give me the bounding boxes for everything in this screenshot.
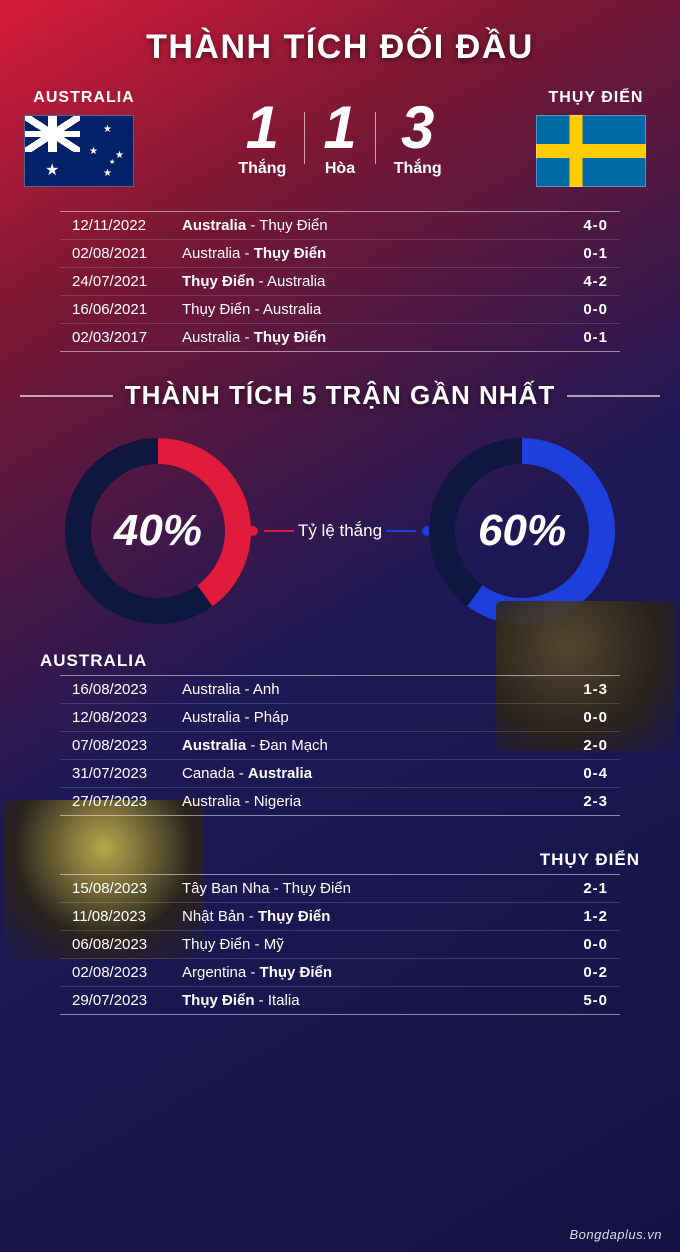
winrate-label: Tỷ lệ thắng [294,521,386,541]
match-date: 24/07/2021 [72,273,182,290]
match-score: 0-0 [558,709,608,726]
stat-b-wins: 3 Thắng [394,98,442,178]
match-teams: Nhật Bản - Thụy Điển [182,908,558,925]
match-date: 02/03/2017 [72,329,182,346]
match-teams: Australia - Pháp [182,709,558,726]
table-row: 29/07/2023Thụy Điển - Italia5-0 [60,987,620,1014]
match-teams: Thụy Điển - Mỹ [182,936,558,953]
stat-a-wins-value: 1 [238,98,286,158]
table-row: 31/07/2023Canada - Australia0-4 [60,760,620,788]
form-table-b: 15/08/2023Tây Ban Nha - Thụy Điển2-111/0… [60,874,620,1015]
form-title-row: THÀNH TÍCH 5 TRẬN GẦN NHẤT [20,380,660,411]
match-score: 0-2 [558,964,608,981]
match-teams: Australia - Thụy Điển [182,217,558,234]
table-row: 07/08/2023Australia - Đan Mạch2-0 [60,732,620,760]
match-date: 15/08/2023 [72,880,182,897]
form-block-a: AUSTRALIA 16/08/2023Australia - Anh1-312… [0,651,680,816]
vertical-divider [375,112,376,164]
vertical-divider [304,112,305,164]
match-score: 2-0 [558,737,608,754]
team-a-name: AUSTRALIA [24,89,144,107]
stat-draws-value: 1 [323,98,356,158]
match-date: 29/07/2023 [72,992,182,1009]
match-date: 31/07/2023 [72,765,182,782]
match-score: 4-2 [558,273,608,290]
h2h-rows: 12/11/2022Australia - Thụy Điển4-002/08/… [60,212,620,351]
match-score: 0-0 [558,301,608,318]
sweden-flag-icon [536,115,646,187]
table-row: 02/08/2021Australia - Thụy Điển0-1 [60,240,620,268]
match-score: 2-1 [558,880,608,897]
match-date: 02/08/2023 [72,964,182,981]
table-row: 02/03/2017Australia - Thụy Điển0-1 [60,324,620,351]
stat-a-wins-label: Thắng [238,160,286,178]
stat-b-wins-value: 3 [394,98,442,158]
h2h-stats: 1 Thắng 1 Hòa 3 Thắng [238,98,441,178]
match-score: 0-1 [558,245,608,262]
match-score: 1-3 [558,681,608,698]
match-teams: Australia - Anh [182,681,558,698]
match-date: 07/08/2023 [72,737,182,754]
match-date: 12/08/2023 [72,709,182,726]
australia-flag-icon: ★ ★ ★ ★ ★ ★ [24,115,134,187]
table-row: 16/06/2021Thụy Điển - Australia0-0 [60,296,620,324]
match-teams: Australia - Đan Mạch [182,737,558,754]
match-teams: Canada - Australia [182,765,558,782]
match-teams: Thụy Điển - Australia [182,301,558,318]
table-row: 12/11/2022Australia - Thụy Điển4-0 [60,212,620,240]
team-b-column: THỤY ĐIỂN [536,89,656,187]
match-date: 12/11/2022 [72,217,182,234]
donut-team-a: 40% [48,421,268,641]
match-teams: Australia - Thụy Điển [182,245,558,262]
match-date: 16/06/2021 [72,301,182,318]
match-teams: Australia - Nigeria [182,793,558,810]
team-b-name: THỤY ĐIỂN [536,89,656,107]
stat-draws-label: Hòa [323,160,356,178]
h2h-header-row: AUSTRALIA ★ ★ ★ ★ ★ ★ 1 Thắng 1 Hòa 3 Th… [0,67,680,205]
stat-b-wins-label: Thắng [394,160,442,178]
match-teams: Argentina - Thụy Điển [182,964,558,981]
table-row: 02/08/2023Argentina - Thụy Điển0-2 [60,959,620,987]
match-score: 0-4 [558,765,608,782]
match-teams: Australia - Thụy Điển [182,329,558,346]
match-score: 0-1 [558,329,608,346]
match-date: 16/08/2023 [72,681,182,698]
match-date: 06/08/2023 [72,936,182,953]
donut-a-pct: 40% [48,421,268,641]
match-date: 02/08/2021 [72,245,182,262]
team-a-column: AUSTRALIA ★ ★ ★ ★ ★ ★ [24,89,144,187]
dot-red-icon [248,526,258,536]
form-block-b: THỤY ĐIỂN 15/08/2023Tây Ban Nha - Thụy Đ… [0,850,680,1015]
h2h-title: THÀNH TÍCH ĐỐI ĐẦU [0,0,680,67]
match-score: 4-0 [558,217,608,234]
stat-draws: 1 Hòa [323,98,356,178]
table-row: 11/08/2023Nhật Bản - Thụy Điển1-2 [60,903,620,931]
match-score: 5-0 [558,992,608,1009]
table-row: 15/08/2023Tây Ban Nha - Thụy Điển2-1 [60,875,620,903]
watermark: Bongdaplus.vn [569,1227,662,1242]
form-title: THÀNH TÍCH 5 TRẬN GẦN NHẤT [125,380,555,411]
table-row: 27/07/2023Australia - Nigeria2-3 [60,788,620,815]
match-score: 2-3 [558,793,608,810]
match-teams: Thụy Điển - Australia [182,273,558,290]
match-date: 27/07/2023 [72,793,182,810]
stat-a-wins: 1 Thắng [238,98,286,178]
table-row: 24/07/2021Thụy Điển - Australia4-2 [60,268,620,296]
table-row: 06/08/2023Thụy Điển - Mỹ0-0 [60,931,620,959]
match-teams: Tây Ban Nha - Thụy Điển [182,880,558,897]
match-score: 0-0 [558,936,608,953]
form-table-a: 16/08/2023Australia - Anh1-312/08/2023Au… [60,675,620,816]
match-date: 11/08/2023 [72,908,182,925]
table-row: 12/08/2023Australia - Pháp0-0 [60,704,620,732]
table-row: 16/08/2023Australia - Anh1-3 [60,676,620,704]
match-score: 1-2 [558,908,608,925]
match-teams: Thụy Điển - Italia [182,992,558,1009]
h2h-table: 12/11/2022Australia - Thụy Điển4-002/08/… [60,211,620,352]
